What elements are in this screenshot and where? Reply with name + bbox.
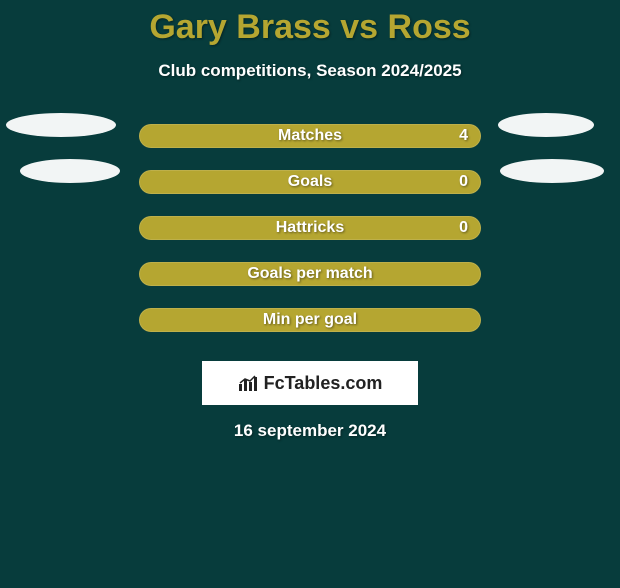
stat-label: Min per goal (263, 311, 357, 329)
right-ellipse (500, 159, 604, 183)
subtitle: Club competitions, Season 2024/2025 (0, 61, 620, 81)
stat-row-goals-per-match: Goals per match (0, 251, 620, 297)
date-label: 16 september 2024 (0, 421, 620, 441)
stat-value: 0 (459, 219, 468, 237)
stat-label: Matches (278, 127, 342, 145)
stat-label: Hattricks (276, 219, 344, 237)
stat-row-matches: Matches 4 (0, 113, 620, 159)
right-ellipse (498, 113, 594, 137)
branding-text: FcTables.com (264, 373, 383, 394)
stat-row-goals: Goals 0 (0, 159, 620, 205)
stat-value: 0 (459, 173, 468, 191)
left-ellipse (20, 159, 120, 183)
left-ellipse (6, 113, 116, 137)
stat-bar: Hattricks 0 (139, 216, 481, 240)
stats-list: Matches 4 Goals 0 Hattricks 0 Goals per … (0, 113, 620, 343)
stat-label: Goals (288, 173, 332, 191)
page-title: Gary Brass vs Ross (0, 8, 620, 47)
stat-bar: Min per goal (139, 308, 481, 332)
branding-badge: FcTables.com (202, 361, 418, 405)
stat-value: 4 (459, 127, 468, 145)
stat-bar: Goals 0 (139, 170, 481, 194)
bar-chart-icon (238, 374, 260, 392)
stat-bar: Matches 4 (139, 124, 481, 148)
stat-row-min-per-goal: Min per goal (0, 297, 620, 343)
stat-label: Goals per match (247, 265, 372, 283)
stat-row-hattricks: Hattricks 0 (0, 205, 620, 251)
stat-bar: Goals per match (139, 262, 481, 286)
